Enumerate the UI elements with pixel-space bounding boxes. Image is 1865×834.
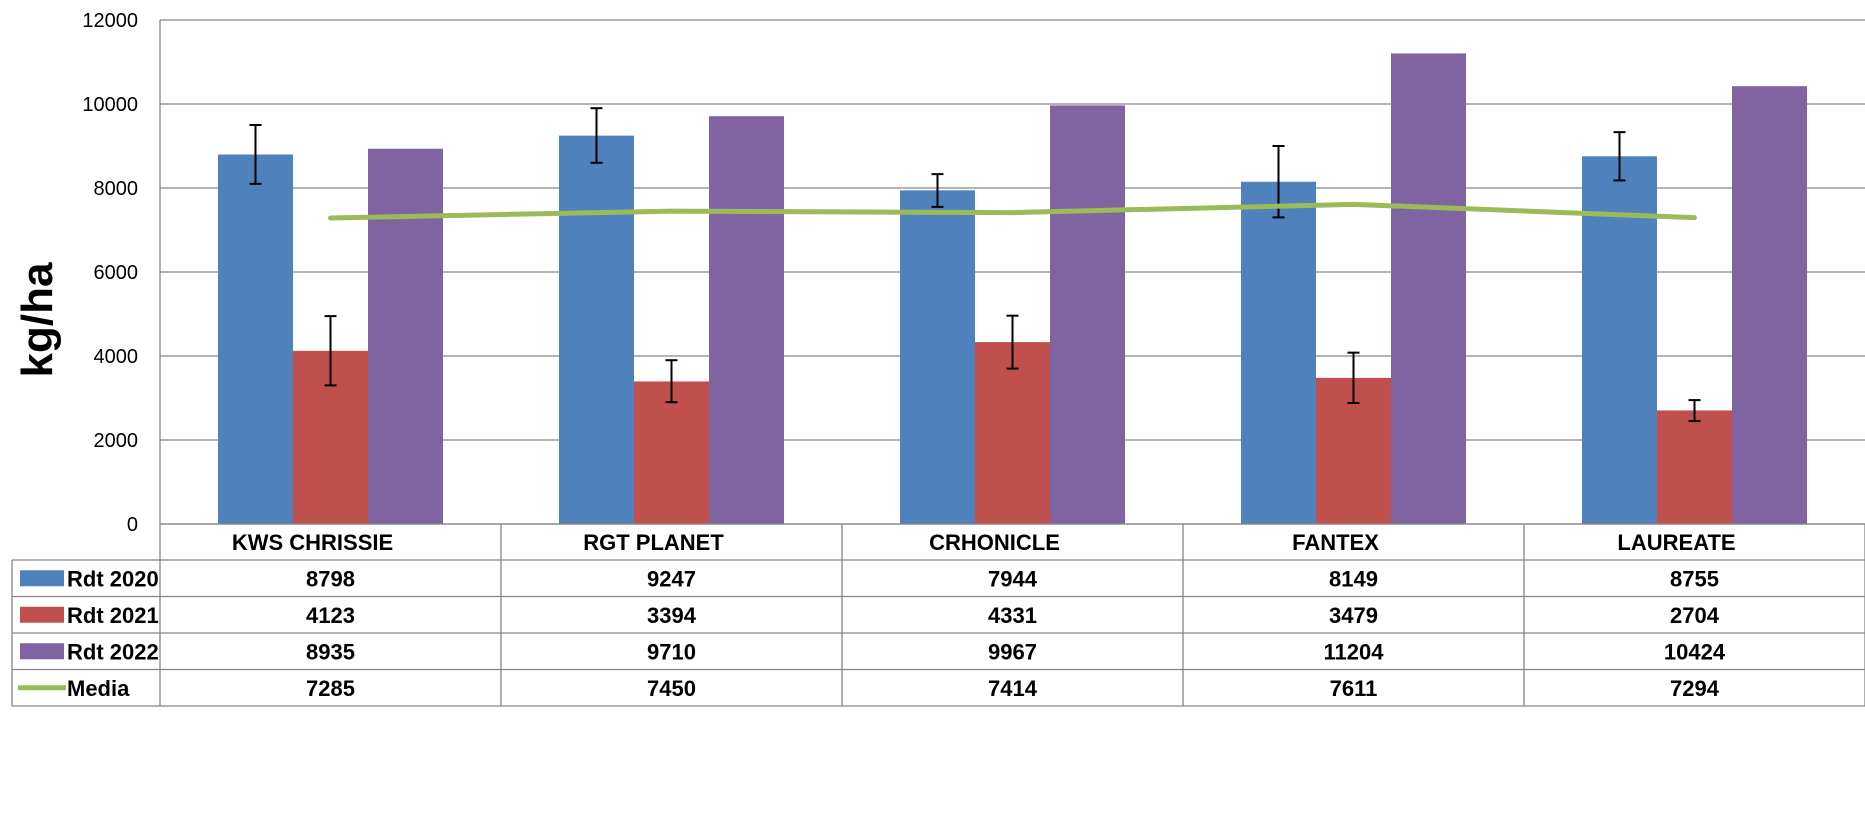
series-label: Rdt 2021 bbox=[67, 603, 159, 628]
bar-rdt-2022-fantex bbox=[1391, 53, 1466, 524]
series-label: Rdt 2022 bbox=[67, 639, 159, 664]
series-label: Media bbox=[67, 676, 130, 701]
category-label: LAUREATE bbox=[1617, 530, 1735, 555]
y-tick-label: 12000 bbox=[82, 10, 138, 32]
category-label: RGT PLANET bbox=[583, 530, 724, 555]
bar-rdt-2022-kws-chrissie bbox=[368, 148, 443, 525]
data-table: KWS CHRISSIE RGT PLANET CRHONICLE FANTEX LAU… bbox=[11, 523, 1865, 707]
table-cell: 9247 bbox=[647, 566, 696, 591]
table-cell: 4331 bbox=[988, 603, 1037, 628]
table-cell: 3394 bbox=[647, 603, 697, 628]
y-axis-label: kg/ha bbox=[13, 262, 62, 377]
y-tick-label: 0 bbox=[127, 514, 138, 536]
table-cell: 7414 bbox=[988, 676, 1038, 701]
table-cell: 9710 bbox=[647, 639, 696, 664]
bar-rdt-2021-rgt-planet bbox=[634, 381, 709, 524]
category-label: FANTEX bbox=[1292, 530, 1379, 555]
table-cell: 9967 bbox=[988, 639, 1037, 664]
table-cell: 11204 bbox=[1324, 639, 1385, 664]
bar-rdt-2020-kws-chrissie bbox=[218, 154, 293, 524]
y-tick-label: 6000 bbox=[94, 262, 139, 284]
series-label: Rdt 2020 bbox=[67, 566, 159, 591]
bars bbox=[218, 53, 1807, 525]
bar-rdt-2022-rgt-planet bbox=[709, 116, 784, 525]
legend-key-rdt-2022 bbox=[20, 643, 64, 660]
bar-rdt-2022-crhonicle bbox=[1050, 105, 1125, 525]
table-cell: 8798 bbox=[306, 566, 355, 591]
y-tick-label: 4000 bbox=[94, 346, 139, 368]
bar-rdt-2020-crhonicle bbox=[900, 190, 975, 525]
y-tick-label: 2000 bbox=[94, 430, 139, 452]
line-media bbox=[328, 201, 1697, 221]
table-cell: 7450 bbox=[647, 676, 696, 701]
table-cell: 7611 bbox=[1330, 676, 1378, 701]
bar-rdt-2022-laureate bbox=[1732, 86, 1807, 524]
table-cell: 7944 bbox=[988, 566, 1038, 591]
category-label: CRHONICLE bbox=[929, 530, 1060, 555]
table-cell: 8755 bbox=[1670, 566, 1719, 591]
category-label: KWS CHRISSIE bbox=[232, 530, 393, 555]
bar-rdt-2021-crhonicle bbox=[975, 342, 1050, 524]
bar-rdt-2020-rgt-planet bbox=[559, 135, 634, 524]
table-cell: 7294 bbox=[1670, 676, 1720, 701]
table-cell: 7285 bbox=[306, 676, 355, 701]
bar-rdt-2021-laureate bbox=[1657, 410, 1732, 524]
table-cell: 3479 bbox=[1329, 603, 1378, 628]
bar-rdt-2020-fantex bbox=[1241, 181, 1316, 524]
y-tick-label: 10000 bbox=[82, 94, 138, 116]
table-cell: 8935 bbox=[306, 639, 355, 664]
y-tick-labels: 0 2000 4000 6000 8000 10000 12000 bbox=[82, 10, 138, 536]
legend-key-rdt-2020 bbox=[20, 570, 64, 587]
media-line bbox=[328, 201, 1697, 221]
table-cell: 2704 bbox=[1670, 603, 1720, 628]
table-cell: 10424 bbox=[1664, 639, 1726, 664]
table-cell: 4123 bbox=[306, 603, 355, 628]
y-tick-label: 8000 bbox=[94, 178, 139, 200]
error-bars bbox=[249, 107, 1701, 423]
legend-key-rdt-2021 bbox=[20, 606, 64, 623]
table-cell: 8149 bbox=[1329, 566, 1378, 591]
